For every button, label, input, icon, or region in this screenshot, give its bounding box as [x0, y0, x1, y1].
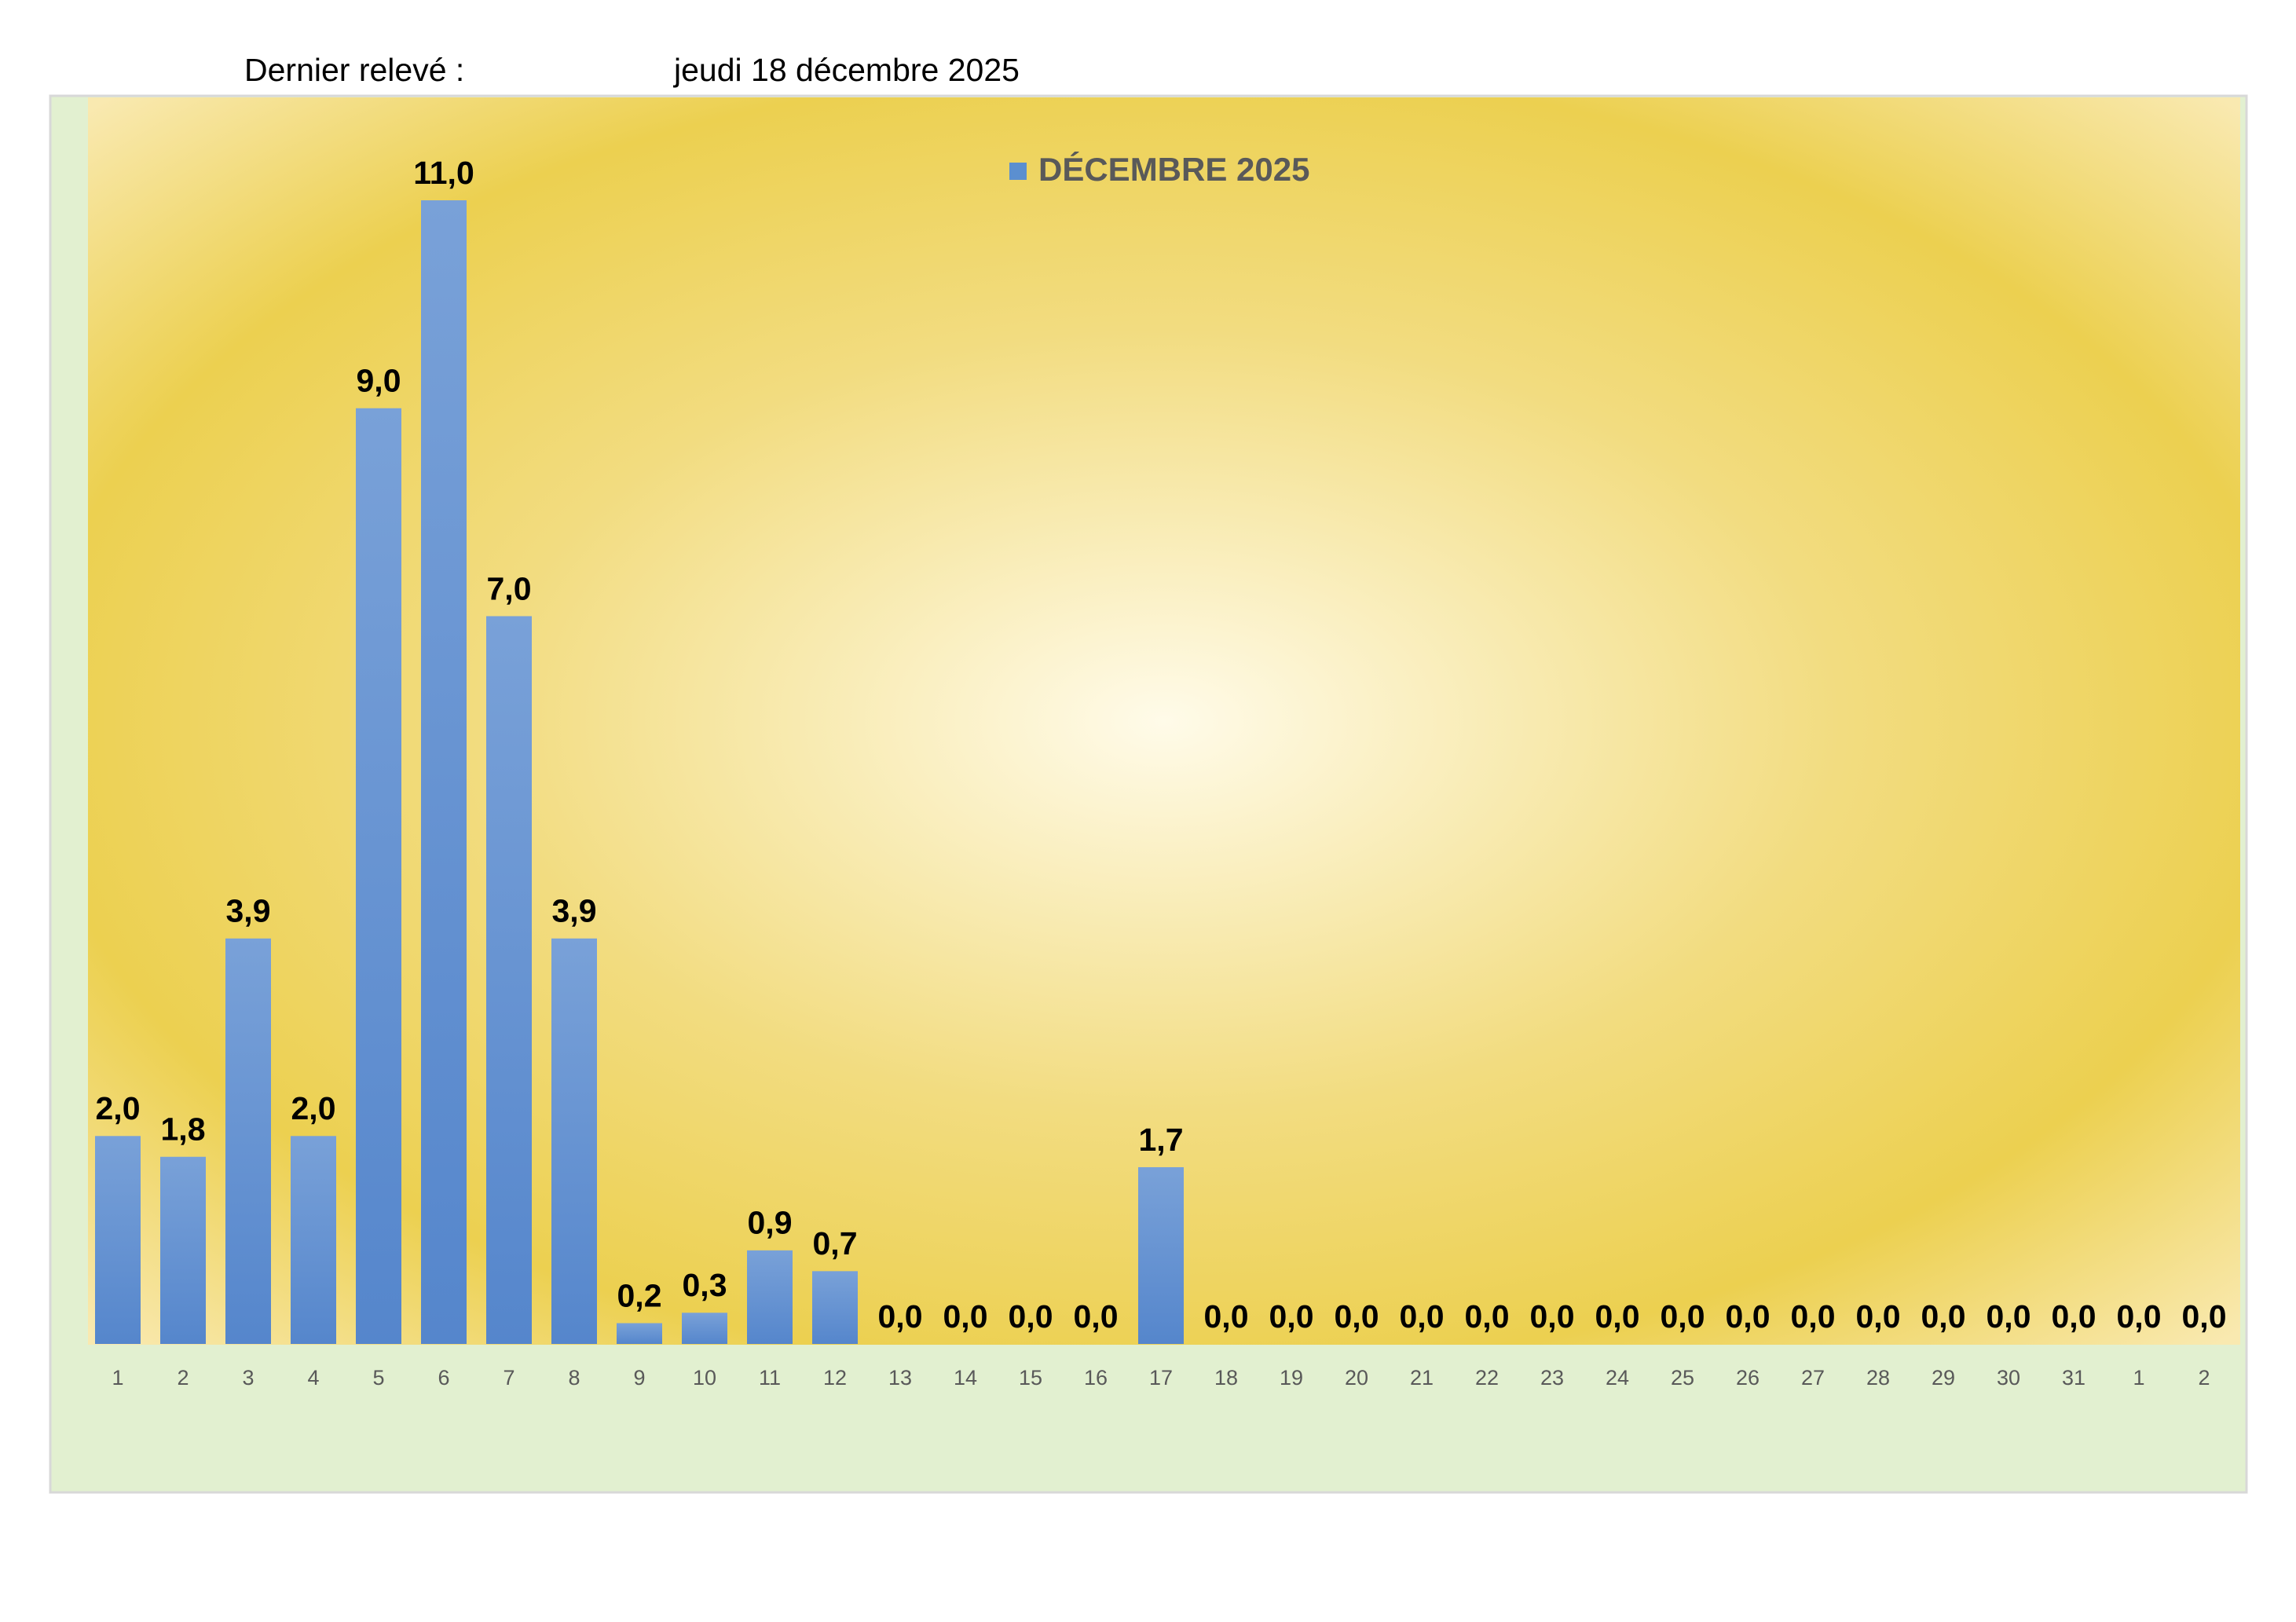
x-tick-label: 27 — [1801, 1366, 1825, 1390]
data-label: 0,0 — [1335, 1298, 1379, 1335]
data-label: 0,7 — [813, 1225, 858, 1261]
x-tick-label: 3 — [242, 1366, 254, 1390]
x-tick-label: 31 — [2062, 1366, 2085, 1390]
data-label: 9,0 — [357, 363, 401, 399]
x-tick-label: 23 — [1540, 1366, 1564, 1390]
data-label: 11,0 — [413, 155, 474, 191]
bar — [95, 1136, 141, 1344]
x-tick-label: 12 — [823, 1366, 847, 1390]
data-label: 0,0 — [943, 1298, 988, 1335]
bar — [421, 200, 467, 1344]
x-tick-label: 21 — [1410, 1366, 1434, 1390]
data-label: 0,3 — [683, 1267, 727, 1303]
x-tick-label: 17 — [1149, 1366, 1173, 1390]
x-tick-label: 6 — [438, 1366, 449, 1390]
x-tick-label: 30 — [1997, 1366, 2020, 1390]
data-label: 0,0 — [1204, 1298, 1249, 1335]
data-label: 0,0 — [1791, 1298, 1836, 1335]
bar — [617, 1323, 662, 1344]
chart: DÉCEMBRE 2025 1 2,0 2 1,8 3 3,9 4 2,0 5 9,0 6 11,0 7 7… — [95, 151, 2227, 1390]
legend-label: DÉCEMBRE 2025 — [1038, 151, 1309, 188]
data-label: 0,0 — [1661, 1298, 1705, 1335]
x-tick-label: 2 — [2198, 1366, 2210, 1390]
data-label: 3,9 — [226, 893, 271, 929]
x-tick-label: 29 — [1932, 1366, 1955, 1390]
x-tick-label: 1 — [112, 1366, 123, 1390]
data-label: 0,0 — [1465, 1298, 1510, 1335]
x-tick-label: 26 — [1736, 1366, 1760, 1390]
x-tick-label: 20 — [1345, 1366, 1368, 1390]
x-tick-label: 10 — [693, 1366, 716, 1390]
x-tick-label: 18 — [1214, 1366, 1238, 1390]
data-label: 0,0 — [1987, 1298, 2031, 1335]
bar — [551, 938, 597, 1344]
data-label: 0,0 — [1726, 1298, 1771, 1335]
data-label: 0,9 — [748, 1205, 793, 1241]
bar — [225, 938, 271, 1344]
x-tick-label: 1 — [2133, 1366, 2144, 1390]
x-tick-label: 16 — [1084, 1366, 1108, 1390]
data-label: 0,0 — [2182, 1298, 2227, 1335]
bar — [1138, 1166, 1184, 1344]
legend-marker — [1009, 163, 1027, 180]
data-label: 0,0 — [878, 1298, 923, 1335]
x-tick-label: 13 — [888, 1366, 912, 1390]
x-tick-label: 2 — [177, 1366, 189, 1390]
data-label: 1,7 — [1139, 1122, 1184, 1158]
x-tick-label: 9 — [633, 1366, 645, 1390]
bar — [812, 1271, 858, 1344]
data-label: 0,0 — [1921, 1298, 1966, 1335]
x-tick-label: 22 — [1475, 1366, 1499, 1390]
bar — [291, 1136, 336, 1344]
x-tick-label: 4 — [307, 1366, 319, 1390]
bar — [356, 408, 401, 1344]
x-tick-label: 11 — [759, 1366, 781, 1390]
data-label: 0,2 — [617, 1277, 662, 1313]
x-tick-label: 5 — [372, 1366, 384, 1390]
data-label: 0,0 — [1400, 1298, 1445, 1335]
data-label: 0,0 — [1530, 1298, 1575, 1335]
data-label: 2,0 — [96, 1090, 141, 1126]
x-tick-label: 25 — [1671, 1366, 1694, 1390]
data-label: 0,0 — [1074, 1298, 1119, 1335]
bar — [160, 1156, 206, 1344]
x-tick-label: 24 — [1606, 1366, 1629, 1390]
header-label: Dernier relevé : — [244, 52, 464, 88]
data-label: 7,0 — [487, 570, 532, 606]
x-tick-label: 7 — [503, 1366, 514, 1390]
data-label: 3,9 — [552, 893, 597, 929]
data-label: 0,0 — [1595, 1298, 1640, 1335]
x-tick-label: 14 — [954, 1366, 977, 1390]
header-date: jeudi 18 décembre 2025 — [673, 52, 1020, 88]
data-label: 2,0 — [291, 1090, 336, 1126]
data-label: 0,0 — [1269, 1298, 1314, 1335]
x-tick-label: 15 — [1019, 1366, 1042, 1390]
x-tick-label: 8 — [568, 1366, 580, 1390]
data-label: 0,0 — [2052, 1298, 2096, 1335]
data-label: 0,0 — [1009, 1298, 1053, 1335]
bar — [747, 1250, 793, 1344]
data-label: 0,0 — [2117, 1298, 2162, 1335]
x-tick-label: 28 — [1866, 1366, 1890, 1390]
x-tick-label: 19 — [1280, 1366, 1303, 1390]
data-label: 0,0 — [1856, 1298, 1901, 1335]
data-label: 1,8 — [161, 1111, 206, 1148]
bar — [486, 616, 532, 1344]
bar — [682, 1313, 727, 1344]
